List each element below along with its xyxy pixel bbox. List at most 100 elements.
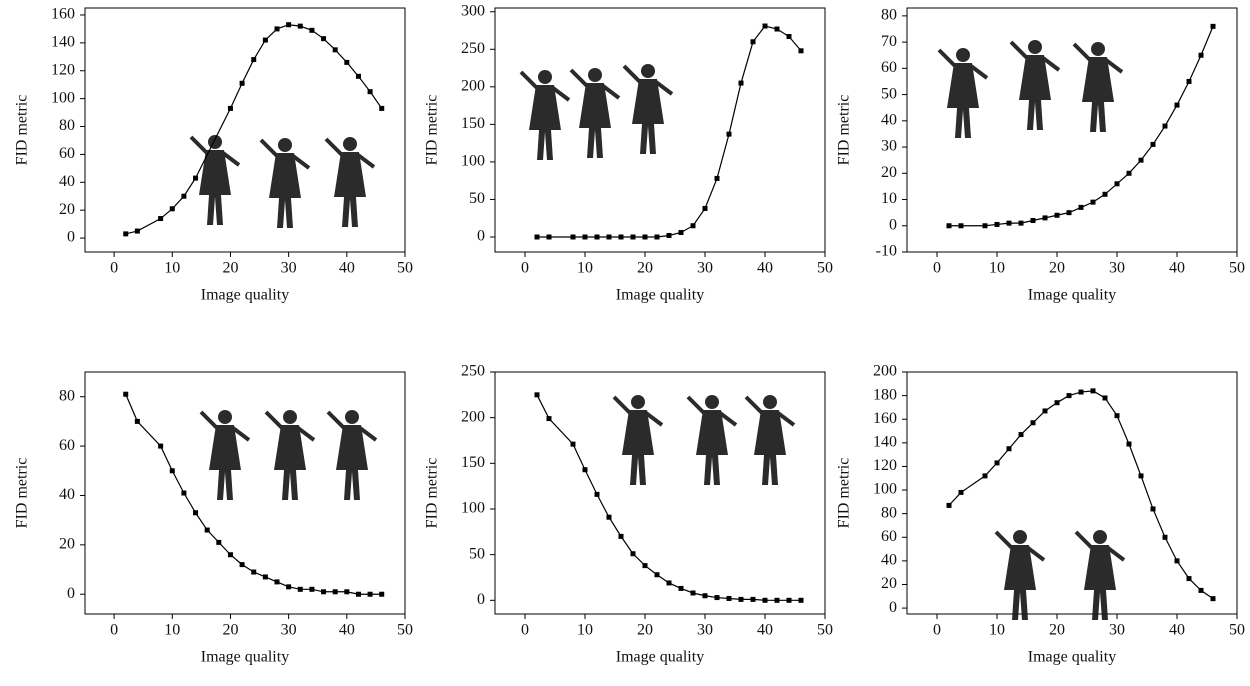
figure: 01020304050020406080100120140160Image qu… (0, 0, 1250, 686)
x-tick-label: 40 (339, 622, 355, 639)
point-marker (193, 176, 198, 181)
point-marker (298, 24, 303, 29)
y-axis-label: FID metric (14, 95, 31, 166)
point-marker (595, 234, 600, 239)
point-marker (983, 223, 988, 228)
dancer-illustration (201, 410, 376, 500)
x-tick-label: 10 (164, 622, 180, 639)
dancer-body (579, 83, 611, 158)
point-marker (1031, 218, 1036, 223)
point-marker (667, 233, 672, 238)
dancer-head (956, 48, 970, 62)
point-marker (344, 60, 349, 65)
y-tick-label: 40 (59, 486, 75, 503)
y-tick-label: 160 (873, 410, 897, 427)
point-marker (1151, 506, 1156, 511)
point-marker (739, 597, 744, 602)
series-line (949, 26, 1213, 225)
point-marker (547, 234, 552, 239)
plot-frame (495, 372, 825, 614)
point-marker (123, 231, 128, 236)
x-tick-label: 40 (1169, 260, 1185, 277)
y-tick-label: 10 (881, 190, 897, 207)
point-marker (1139, 473, 1144, 478)
point-marker (763, 598, 768, 603)
y-tick-label: 150 (461, 115, 485, 132)
dancer-body (1084, 545, 1116, 620)
y-tick-label: 0 (477, 228, 485, 245)
point-marker (595, 492, 600, 497)
dancer-body (1004, 545, 1036, 620)
point-marker (727, 132, 732, 137)
dancer-head (345, 410, 359, 424)
point-marker (205, 528, 210, 533)
point-marker (691, 590, 696, 595)
point-marker (619, 534, 624, 539)
dancer-body (696, 410, 728, 485)
y-tick-label: 80 (881, 7, 897, 24)
x-tick-label: 10 (164, 260, 180, 277)
point-marker (547, 416, 552, 421)
x-tick-label: 0 (933, 622, 941, 639)
dancer-head (588, 68, 602, 82)
point-marker (535, 392, 540, 397)
point-marker (286, 584, 291, 589)
point-marker (1199, 53, 1204, 58)
y-tick-label: 50 (469, 545, 485, 562)
dancer-body (947, 63, 979, 138)
x-tick-label: 0 (110, 260, 118, 277)
point-marker (763, 24, 768, 29)
y-tick-label: 200 (461, 408, 485, 425)
point-marker (1043, 215, 1048, 220)
x-tick-label: 30 (697, 260, 713, 277)
point-marker (228, 552, 233, 557)
x-tick-label: 0 (521, 260, 529, 277)
y-tick-label: 60 (59, 437, 75, 454)
y-tick-label: 0 (889, 216, 897, 233)
x-tick-label: 40 (339, 260, 355, 277)
point-marker (1031, 420, 1036, 425)
y-tick-label: 80 (59, 387, 75, 404)
point-marker (1103, 395, 1108, 400)
dancer-body (269, 153, 301, 228)
point-marker (321, 589, 326, 594)
y-tick-label: 100 (461, 500, 485, 517)
dancer-head (278, 138, 292, 152)
point-marker (799, 48, 804, 53)
y-tick-label: 200 (873, 363, 897, 380)
y-tick-label: 40 (59, 173, 75, 190)
x-axis-label: Image quality (201, 287, 289, 304)
point-marker (1007, 221, 1012, 226)
point-marker (333, 47, 338, 52)
point-marker (947, 223, 952, 228)
dancer-body (1019, 55, 1051, 130)
point-marker (379, 106, 384, 111)
x-tick-label: 40 (757, 260, 773, 277)
subplot: 01020304050050100150200250Image qualityF… (424, 363, 833, 666)
x-tick-label: 50 (1229, 260, 1245, 277)
point-marker (983, 473, 988, 478)
point-marker (959, 490, 964, 495)
y-tick-label: 20 (59, 536, 75, 553)
y-tick-label: 0 (67, 585, 75, 602)
dancer-head (763, 395, 777, 409)
point-marker (344, 589, 349, 594)
point-marker (368, 592, 373, 597)
series-line (537, 26, 801, 237)
y-tick-label: 150 (461, 454, 485, 471)
point-marker (1079, 390, 1084, 395)
dancer-head (631, 395, 645, 409)
point-marker (1163, 124, 1168, 129)
y-tick-label: 140 (51, 34, 75, 51)
point-marker (643, 234, 648, 239)
dancer-illustration (996, 530, 1124, 620)
x-tick-label: 40 (757, 622, 773, 639)
point-marker (193, 510, 198, 515)
point-marker (123, 392, 128, 397)
y-tick-label: 250 (461, 40, 485, 57)
point-marker (787, 34, 792, 39)
dancer-body (529, 85, 561, 160)
y-axis-label: FID metric (424, 458, 441, 529)
point-marker (679, 230, 684, 235)
series-line (126, 394, 382, 594)
